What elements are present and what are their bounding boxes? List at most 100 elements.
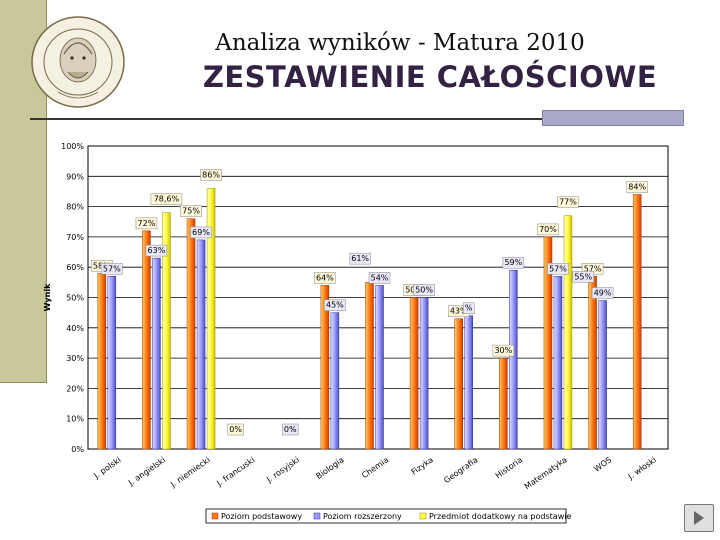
data-label-box	[145, 244, 168, 257]
school-seal-logo	[31, 16, 125, 108]
page-subtitle: ZESTAWIENIE CAŁOŚCIOWE	[202, 60, 658, 94]
data-label-box	[190, 226, 212, 239]
legend-label: Poziom rozszerzony	[323, 512, 402, 521]
bar	[152, 257, 161, 450]
legend-swatch	[313, 512, 321, 520]
x-tick-label: Fizyka	[410, 455, 435, 477]
data-label: 70%	[539, 225, 557, 234]
data-label: 30%	[494, 346, 512, 355]
data-label-box	[227, 423, 244, 436]
decorative-box	[542, 110, 684, 126]
data-label: 84%	[628, 182, 646, 191]
y-tick-label: 50%	[66, 294, 84, 303]
data-label-box	[180, 205, 202, 217]
data-label: 49%	[594, 289, 612, 298]
y-axis-label: Wynik	[43, 283, 52, 311]
x-tick-label: Chemia	[360, 455, 390, 480]
data-label: %	[465, 304, 473, 313]
data-label-box	[135, 217, 158, 230]
x-tick-label: WOS	[592, 455, 613, 473]
data-label: 43%	[450, 307, 468, 316]
bar	[320, 285, 330, 450]
data-label: 75%	[182, 207, 200, 216]
y-tick-label: 10%	[66, 415, 84, 424]
bar	[142, 230, 151, 450]
data-label: 77%	[559, 198, 577, 207]
labels-layer: 58%72%75%0%64%50%43%30%70%57%84%57%63%69…	[91, 169, 648, 436]
y-tick-label: 30%	[66, 354, 84, 363]
data-label-box	[314, 272, 336, 284]
bar	[409, 297, 419, 450]
bar	[375, 285, 384, 450]
chevron-right-icon	[694, 511, 704, 525]
bar	[499, 357, 508, 450]
bar	[509, 269, 518, 450]
bar	[186, 218, 196, 450]
page-title: Analiza wyników - Matura 2010	[215, 30, 585, 56]
legend-swatch	[419, 512, 427, 520]
next-slide-button[interactable]	[684, 504, 714, 532]
data-label-box	[572, 271, 594, 283]
data-label-box	[200, 169, 222, 181]
data-label: 50%	[415, 286, 433, 295]
data-label: 54%	[371, 273, 389, 282]
data-label: 78,6%	[154, 195, 180, 204]
data-label-box	[492, 344, 515, 357]
data-label-box	[537, 223, 559, 236]
bar	[206, 188, 216, 450]
bars-layer	[97, 188, 642, 450]
data-label-box	[368, 272, 391, 284]
bar	[464, 315, 473, 450]
y-tick-label: 90%	[66, 172, 84, 181]
data-label-box	[282, 423, 299, 436]
y-tick-label: 20%	[66, 384, 84, 393]
data-label-box	[150, 193, 183, 205]
y-tick-label: 0%	[71, 445, 84, 454]
y-tick-label: 80%	[66, 203, 84, 212]
data-label: 61%	[351, 254, 369, 263]
data-label: 69%	[192, 228, 210, 237]
bar	[632, 194, 642, 450]
x-tick-label: Geografia	[442, 455, 479, 485]
legend-label: Przedmiot dodatkowy na podstawie	[429, 512, 571, 521]
bar	[162, 212, 171, 450]
y-tick-label: 60%	[66, 263, 84, 272]
bar	[454, 318, 463, 450]
y-tick-label: 70%	[66, 233, 84, 242]
y-tick-label: 40%	[66, 324, 84, 333]
bar	[330, 312, 340, 450]
data-label: 0%	[284, 425, 297, 434]
x-tick-label: J. rosyjski	[264, 455, 301, 485]
data-label-box	[413, 284, 435, 296]
data-label: 64%	[316, 273, 334, 282]
data-label-box	[626, 181, 648, 193]
x-tick-label: Biologia	[314, 455, 345, 481]
bar	[97, 273, 107, 450]
x-tick-label: J. angielski	[126, 455, 167, 488]
data-label-box	[557, 196, 579, 208]
data-label: 59%	[504, 258, 522, 267]
y-tick-label: 100%	[61, 142, 84, 151]
bar	[563, 215, 573, 450]
data-label: 57%	[103, 264, 121, 273]
x-tick-label: Matematyka	[523, 455, 569, 491]
x-tick-label: J. francuski	[214, 455, 256, 488]
bar	[588, 276, 597, 450]
x-tick-label: Historia	[494, 455, 525, 480]
bar	[196, 239, 206, 450]
bar	[419, 297, 429, 450]
data-label: 57%	[584, 264, 602, 273]
data-label-box	[101, 263, 123, 275]
legend-swatch	[211, 512, 219, 520]
data-label: 63%	[148, 246, 166, 255]
data-label-box	[462, 302, 475, 314]
bar	[543, 236, 553, 450]
legend-box	[205, 508, 567, 524]
legend-label: Poziom podstawowy	[221, 512, 302, 521]
x-tick-label: J. niemiecki	[168, 455, 212, 489]
data-label: 55%	[574, 272, 592, 281]
bar	[553, 276, 563, 450]
data-label-box	[502, 256, 525, 269]
x-tick-label: J. włoski	[626, 455, 658, 481]
